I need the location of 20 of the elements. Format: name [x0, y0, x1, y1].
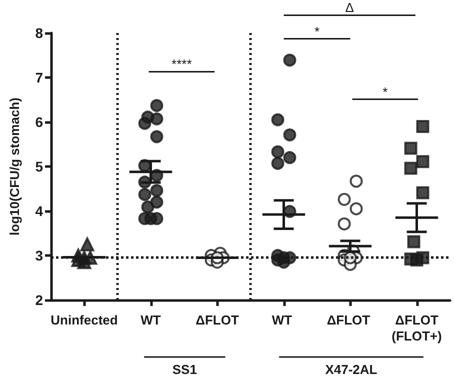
y-tick-label: 2 [35, 292, 44, 308]
x-tick-label: Uninfected [50, 312, 118, 328]
text: X47-2AL [325, 362, 378, 377]
y-tick-label: 5 [35, 158, 44, 174]
annotation: * [382, 84, 388, 100]
y-tick-label: 6 [35, 114, 44, 130]
y-tick-label: 8 [35, 25, 44, 41]
y-tick-label: 3 [35, 248, 44, 264]
x-tick-label: WT [140, 312, 161, 328]
x-tick-label: ΔFLOT [326, 312, 374, 328]
x-tick-label: ΔFLOT (FLOT+) [392, 312, 442, 344]
text: SS1 [172, 362, 197, 377]
y-axis-title: log10(CFU/g stomach) [7, 98, 22, 236]
text: Δ [345, 0, 354, 16]
annotation: * [314, 24, 320, 39]
annotation: **** [172, 56, 192, 72]
x-tick-label: ΔFLOT [196, 312, 239, 328]
x-tick-label: WT [272, 312, 296, 328]
y-tick-label: 7 [35, 70, 44, 86]
y-tick-label: 4 [35, 203, 44, 219]
